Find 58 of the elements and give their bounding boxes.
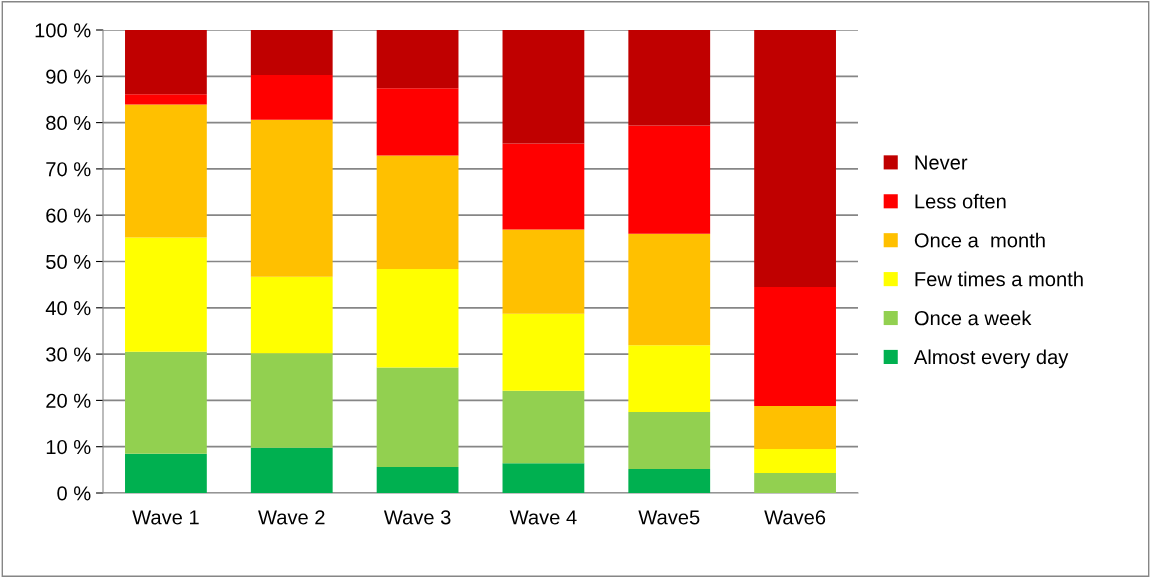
- y-tick-label: 10 %: [46, 439, 91, 455]
- bar: [754, 473, 836, 493]
- bar: [628, 30, 711, 126]
- x-tick-label: Wave 2: [258, 510, 325, 525]
- bar: [628, 468, 711, 493]
- bar: [376, 367, 459, 468]
- bar: [376, 268, 459, 368]
- y-tick-label: 20 %: [46, 393, 91, 408]
- bar: [628, 345, 711, 412]
- x-tick-label: Wave6: [764, 510, 826, 525]
- bar: [628, 125, 711, 234]
- bar: [754, 286, 836, 406]
- bar: [250, 353, 333, 448]
- bar: [502, 143, 585, 230]
- bar: [125, 94, 207, 105]
- y-tick-label: 70 %: [46, 162, 91, 177]
- y-tick-label: 60 %: [46, 208, 91, 223]
- bar: [250, 30, 333, 75]
- bar: [376, 88, 459, 156]
- bar: [628, 411, 711, 469]
- bar: [376, 467, 459, 493]
- x-tick-label: Wave 1: [132, 510, 199, 525]
- bar: [125, 104, 207, 238]
- y-tick-label: 40 %: [45, 301, 91, 316]
- x-tick-label: Wave 3: [383, 510, 451, 525]
- bar: [125, 30, 207, 95]
- bar: [125, 237, 207, 352]
- legend-label: Less often: [915, 193, 1006, 209]
- bar: [502, 390, 585, 464]
- bar: [250, 276, 333, 354]
- legend-label: Few times a month: [915, 271, 1083, 287]
- bar: [502, 229, 585, 314]
- legend-label: Almost every day: [913, 349, 1069, 369]
- bar: [754, 30, 836, 287]
- bar: [125, 453, 207, 493]
- y-tick-label: 90 %: [46, 69, 91, 84]
- bar: [125, 351, 207, 454]
- legend-label: Once a month: [914, 232, 1045, 248]
- y-tick-label: 80 %: [46, 115, 91, 131]
- bar: [502, 313, 585, 391]
- bar: [250, 74, 333, 120]
- bar: [754, 449, 836, 474]
- y-tick-label: 30 %: [46, 347, 91, 362]
- y-tick-label: 100 %: [35, 23, 91, 38]
- bar: [628, 233, 711, 346]
- bar: [502, 463, 585, 493]
- legend-label: Once a week: [914, 310, 1032, 326]
- bar: [376, 30, 459, 89]
- x-tick-label: Wave5: [638, 510, 700, 525]
- bar: [502, 30, 585, 144]
- x-tick-label: Wave 4: [509, 510, 577, 525]
- bar: [376, 155, 459, 269]
- legend-label: Never: [915, 155, 968, 170]
- bar: [754, 405, 836, 450]
- y-tick-label: 50 %: [46, 254, 91, 269]
- y-tick-label: 0 %: [57, 486, 91, 501]
- bar: [250, 447, 333, 493]
- bar: [250, 119, 333, 277]
